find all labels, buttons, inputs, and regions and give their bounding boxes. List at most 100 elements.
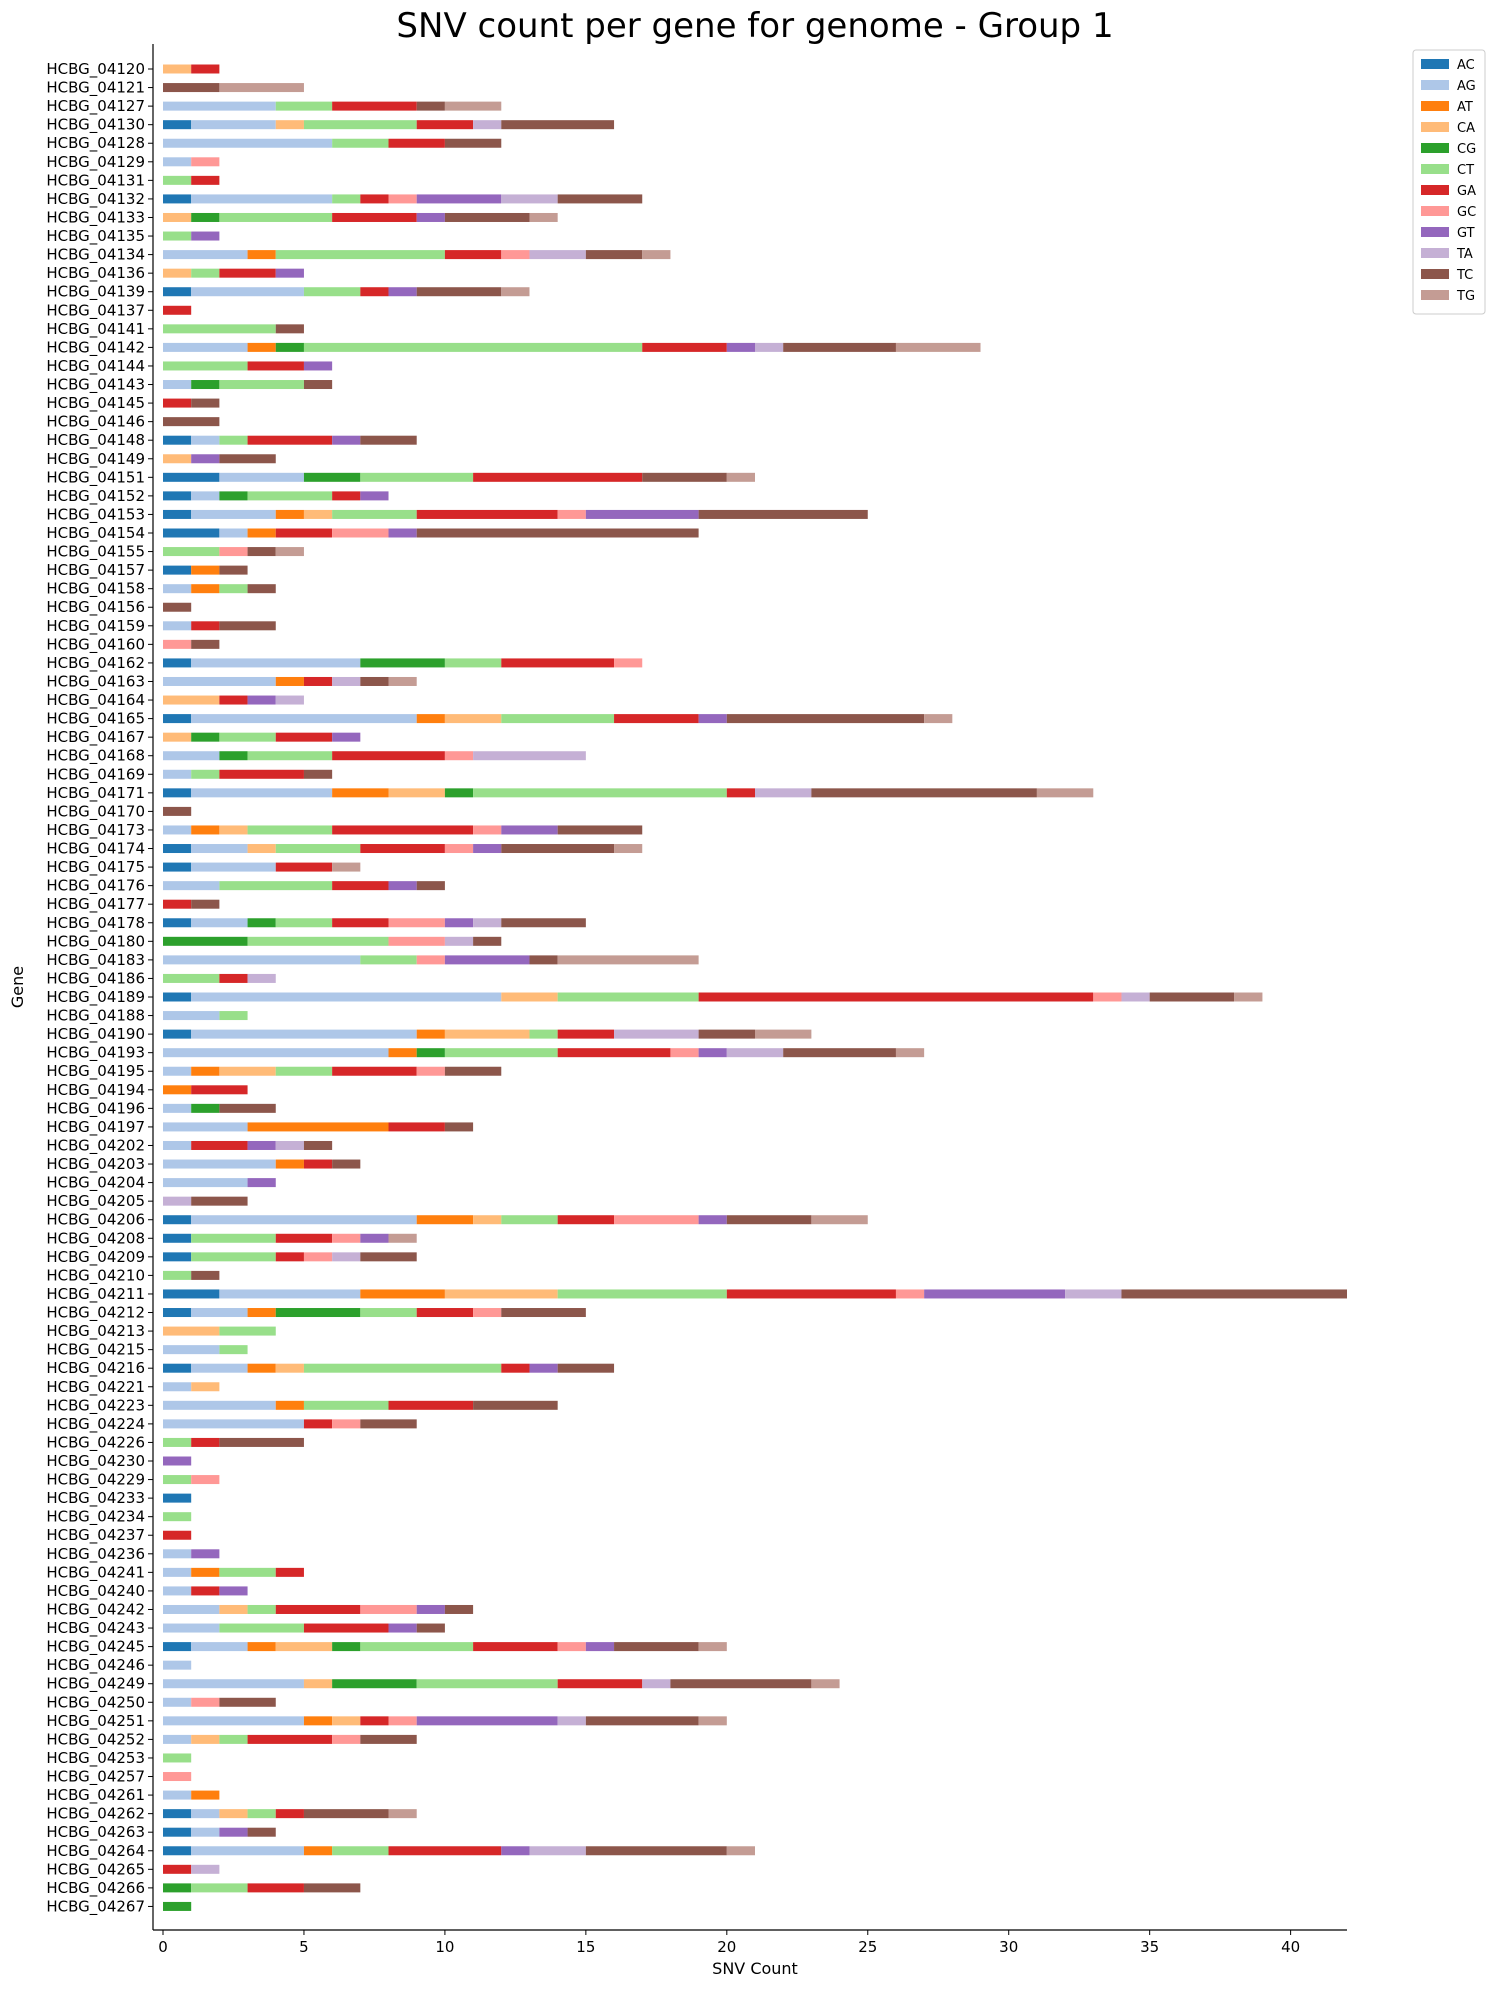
bar-segment-HCBG_04143-TC (303, 380, 333, 390)
bar-segment-HCBG_04178-GT (444, 918, 474, 928)
bar-segment-HCBG_04178-TC (501, 918, 586, 928)
bar-segment-HCBG_04154-AC (163, 528, 220, 538)
y-axis-tick-labels: HCBG_04120HCBG_04121HCBG_04127HCBG_04130… (46, 60, 153, 1916)
bar-segment-HCBG_04142-AG (163, 342, 248, 352)
legend-swatch-CT (1421, 164, 1449, 174)
bar-segment-HCBG_04121-TC (163, 83, 220, 93)
y-tick-label: HCBG_04177 (46, 895, 145, 914)
bar-segment-HCBG_04152-AG (191, 491, 220, 501)
bar-segment-HCBG_04128-GA (388, 138, 445, 148)
bar-segment-HCBG_04136-GT (275, 268, 304, 278)
y-tick-label: HCBG_04196 (46, 1099, 145, 1118)
bar-segment-HCBG_04132-TC (557, 194, 643, 204)
bar-segment-HCBG_04170-TC (163, 806, 192, 816)
bar-segment-HCBG_04206-GA (557, 1215, 615, 1225)
y-tick-label: HCBG_04142 (46, 338, 145, 357)
legend-swatch-GA (1421, 185, 1449, 195)
bar-segment-HCBG_04160-TC (191, 639, 220, 649)
bar-segment-HCBG_04134-TA (529, 250, 586, 260)
bar-segment-HCBG_04154-GA (275, 528, 333, 538)
y-tick-label: HCBG_04144 (46, 357, 145, 376)
bar-segment-HCBG_04178-TA (473, 918, 502, 928)
x-tick-label: 5 (299, 1938, 309, 1956)
y-tick-label: HCBG_04131 (46, 171, 145, 190)
bar-segment-HCBG_04173-TC (557, 825, 643, 835)
bar-segment-HCBG_04202-GT (247, 1140, 276, 1150)
bar-segment-HCBG_04215-CT (219, 1345, 248, 1355)
bar-segment-HCBG_04167-GA (275, 732, 333, 742)
legend-label-AT: AT (1457, 100, 1473, 115)
bar-segment-HCBG_04251-TA (557, 1716, 586, 1726)
bar-segment-HCBG_04253-CT (163, 1753, 192, 1763)
y-tick-label: HCBG_04153 (46, 505, 145, 524)
y-tick-label: HCBG_04229 (46, 1471, 145, 1490)
bar-segment-HCBG_04142-CT (303, 342, 643, 352)
bar-segment-HCBG_04171-GA (726, 788, 755, 798)
bar-segment-HCBG_04211-GA (726, 1289, 896, 1299)
bar-segment-HCBG_04180-TC (473, 936, 502, 946)
y-tick-label: HCBG_04204 (46, 1174, 145, 1193)
bar-segment-HCBG_04171-AG (191, 788, 333, 798)
bar-segment-HCBG_04229-CT (163, 1475, 192, 1485)
bar-segment-HCBG_04167-GT (332, 732, 361, 742)
y-tick-label: HCBG_04206 (46, 1211, 145, 1230)
bar-segment-HCBG_04190-CA (444, 1029, 530, 1039)
bar-segment-HCBG_04240-GA (191, 1586, 220, 1596)
y-tick-label: HCBG_04241 (46, 1563, 145, 1582)
bar-segment-HCBG_04209-TC (360, 1252, 417, 1262)
bar-segment-HCBG_04159-TC (219, 621, 276, 631)
y-tick-label: HCBG_04133 (46, 208, 145, 227)
y-tick-label: HCBG_04236 (46, 1545, 145, 1564)
bar-segment-HCBG_04174-TG (614, 844, 643, 854)
y-tick-label: HCBG_04170 (46, 802, 145, 821)
bar-segment-HCBG_04212-GC (473, 1308, 502, 1318)
bar-segment-HCBG_04216-CT (303, 1363, 502, 1373)
bar-segment-HCBG_04134-GA (444, 250, 502, 260)
bar-segment-HCBG_04195-GC (416, 1066, 445, 1076)
legend-swatch-TC (1421, 269, 1449, 279)
bar-segment-HCBG_04242-CT (247, 1604, 276, 1614)
bar-segment-HCBG_04204-GT (247, 1178, 276, 1188)
bar-segment-HCBG_04188-CT (219, 1011, 248, 1021)
y-tick-label: HCBG_04264 (46, 1842, 145, 1861)
bar-segment-HCBG_04249-GA (557, 1679, 643, 1689)
y-tick-label: HCBG_04135 (46, 227, 145, 246)
bar-segment-HCBG_04215-AG (163, 1345, 220, 1355)
bar-segment-HCBG_04149-CA (163, 454, 192, 464)
bar-segment-HCBG_04264-AT (303, 1846, 333, 1856)
bar-segment-HCBG_04180-GC (388, 936, 445, 946)
bar-segment-HCBG_04206-TG (811, 1215, 868, 1225)
bar-segment-HCBG_04149-TC (219, 454, 276, 464)
bar-segment-HCBG_04211-AT (360, 1289, 445, 1299)
bar-segment-HCBG_04151-TC (642, 472, 727, 482)
y-tick-label: HCBG_04167 (46, 728, 145, 747)
bar-segment-HCBG_04152-GT (360, 491, 389, 501)
bar-segment-HCBG_04197-GA (388, 1122, 445, 1132)
bar-segment-HCBG_04153-GA (416, 509, 558, 519)
bar-segment-HCBG_04264-TA (529, 1846, 586, 1856)
bar-segment-HCBG_04169-GA (219, 769, 304, 779)
bar-segment-HCBG_04127-CT (275, 101, 333, 111)
bar-segment-HCBG_04203-AT (275, 1159, 304, 1169)
bar-segment-HCBG_04148-GT (332, 435, 361, 445)
bar-segment-HCBG_04212-AG (191, 1308, 248, 1318)
bar-segment-HCBG_04223-AG (163, 1400, 276, 1410)
bar-segment-HCBG_04134-AG (163, 250, 248, 260)
bar-segment-HCBG_04251-CA (332, 1716, 361, 1726)
bar-segment-HCBG_04262-TC (303, 1809, 389, 1819)
legend-swatch-TG (1421, 290, 1449, 300)
legend-label-GA: GA (1457, 184, 1476, 199)
bar-segment-HCBG_04263-AG (191, 1827, 220, 1837)
bar-segment-HCBG_04243-TC (416, 1623, 445, 1633)
bar-segment-HCBG_04251-TC (585, 1716, 699, 1726)
bar-segment-HCBG_04162-CG (360, 658, 445, 668)
bar-segment-HCBG_04211-TA (1065, 1289, 1122, 1299)
bar-segment-HCBG_04133-TG (529, 212, 558, 222)
bar-segment-HCBG_04224-AG (163, 1419, 304, 1429)
y-tick-label: HCBG_04159 (46, 617, 145, 636)
bar-segment-HCBG_04262-GA (275, 1809, 304, 1819)
y-tick-label: HCBG_04121 (46, 79, 145, 98)
bar-segment-HCBG_04130-CA (275, 120, 304, 130)
y-tick-label: HCBG_04195 (46, 1062, 145, 1081)
